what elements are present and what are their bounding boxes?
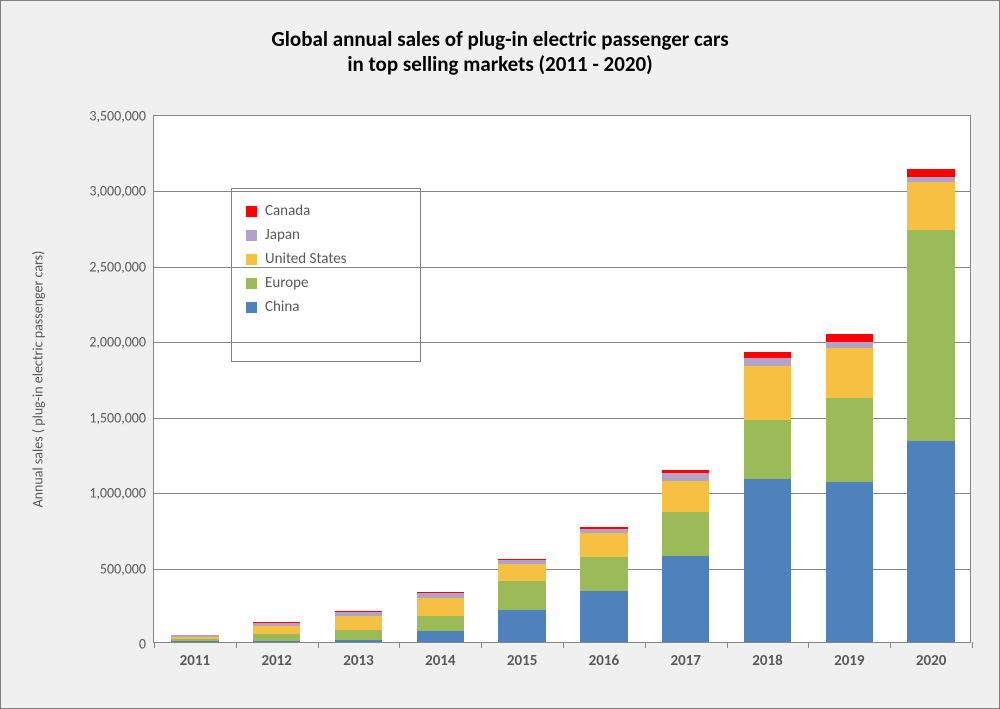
legend-item-japan: Japan (246, 223, 406, 247)
bar-segment-united-states (335, 616, 382, 630)
bar-segment-europe (498, 581, 545, 610)
bar-segment-united-states (744, 366, 791, 420)
bar-segment-europe (662, 512, 709, 557)
bar-segment-europe (417, 616, 464, 631)
x-tick-mark (727, 642, 728, 648)
x-tick-label: 2014 (425, 652, 455, 670)
x-tick-mark (318, 642, 319, 648)
bar-segment-china (744, 479, 791, 642)
x-tick-label: 2015 (507, 652, 537, 670)
bar-segment-china (907, 441, 954, 642)
x-tick-mark (563, 642, 564, 648)
x-tick-label: 2012 (261, 652, 291, 670)
bar-segment-china (662, 556, 709, 642)
x-tick-label: 2019 (834, 652, 864, 670)
bar-segment-united-states (907, 182, 954, 230)
bar-segment-canada (498, 559, 545, 560)
legend-swatch (246, 254, 257, 265)
legend-swatch (246, 206, 257, 217)
bar-segment-europe (335, 630, 382, 640)
y-axis-title: Annual sales ( plug-in electric passenge… (30, 251, 47, 508)
legend-item-europe: Europe (246, 271, 406, 295)
bar-segment-united-states (253, 626, 300, 634)
x-tick-mark (236, 642, 237, 648)
bar-segment-china (580, 591, 627, 642)
legend-label: United States (265, 250, 347, 268)
x-tick-label: 2013 (343, 652, 373, 670)
bar-segment-china (417, 631, 464, 642)
y-tick-label: 2,000,000 (89, 334, 146, 351)
legend-label: Canada (265, 202, 310, 220)
x-tick-mark (399, 642, 400, 648)
x-tick-mark (154, 642, 155, 648)
bar-segment-canada (907, 169, 954, 177)
bar-segment-united-states (417, 598, 464, 616)
bar-segment-canada (417, 592, 464, 593)
bar-segment-japan (335, 611, 382, 616)
legend-item-china: China (246, 295, 406, 319)
y-tick-label: 1,500,000 (89, 409, 146, 426)
bar-segment-china (253, 641, 300, 643)
bar-segment-canada (744, 352, 791, 359)
bar-segment-china (171, 641, 218, 642)
bar-segment-united-states (580, 533, 627, 557)
bar-segment-japan (171, 635, 218, 637)
legend: Canada Japan United States Europe China (231, 188, 421, 362)
bar-segment-europe (744, 420, 791, 479)
y-tick-label: 500,000 (100, 560, 146, 577)
x-tick-label: 2018 (752, 652, 782, 670)
x-tick-label: 2011 (180, 652, 210, 670)
bar-segment-united-states (826, 348, 873, 398)
y-tick-label: 3,000,000 (89, 183, 146, 200)
x-tick-mark (972, 642, 973, 648)
bar-segment-china (498, 610, 545, 642)
bar-segment-japan (662, 473, 709, 481)
y-tick-label: 2,500,000 (89, 258, 146, 275)
bar-segment-japan (498, 560, 545, 564)
bar-segment-canada (826, 334, 873, 342)
legend-swatch (246, 230, 257, 241)
legend-label: China (265, 298, 299, 316)
x-tick-mark (645, 642, 646, 648)
bar-segment-japan (744, 358, 791, 366)
y-gridline (154, 191, 970, 192)
bar-segment-united-states (498, 564, 545, 581)
bar-segment-china (826, 482, 873, 642)
bar-segment-canada (662, 470, 709, 473)
x-tick-mark (890, 642, 891, 648)
legend-item-canada: Canada (246, 199, 406, 223)
plot-area: CanadaJapanUnited StatesEuropeChina 0500… (153, 115, 971, 643)
legend-swatch (246, 278, 257, 289)
bar-segment-japan (826, 342, 873, 348)
x-tick-label: 2020 (916, 652, 946, 670)
y-tick-label: 0 (139, 636, 146, 653)
legend-swatch (246, 302, 257, 313)
bar-segment-europe (580, 557, 627, 591)
bar-segment-canada (580, 527, 627, 529)
bar-segment-europe (826, 398, 873, 482)
bar-segment-united-states (171, 637, 218, 639)
bar-segment-europe (171, 639, 218, 641)
bar-segment-china (335, 640, 382, 642)
bar-segment-europe (253, 634, 300, 640)
x-tick-mark (481, 642, 482, 648)
legend-label: Japan (265, 226, 300, 244)
x-tick-label: 2017 (670, 652, 700, 670)
y-tick-label: 1,000,000 (89, 485, 146, 502)
bar-segment-japan (580, 529, 627, 533)
y-tick-label: 3,500,000 (89, 108, 146, 125)
bar-segment-japan (907, 177, 954, 182)
chart-title: Global annual sales of plug-in electric … (1, 27, 999, 77)
x-tick-label: 2016 (589, 652, 619, 670)
legend-label: Europe (265, 274, 308, 292)
y-gridline (154, 267, 970, 268)
bar-segment-europe (907, 230, 954, 441)
bar-segment-japan (417, 593, 464, 598)
bar-segment-japan (253, 622, 300, 626)
x-tick-mark (808, 642, 809, 648)
chart-frame: Global annual sales of plug-in electric … (0, 0, 1000, 709)
bar-segment-united-states (662, 481, 709, 511)
